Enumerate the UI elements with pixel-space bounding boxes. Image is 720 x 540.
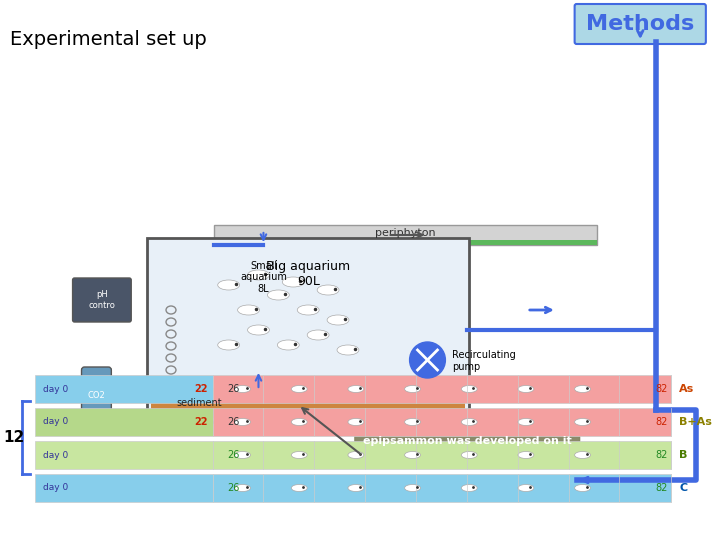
Ellipse shape [297,305,319,315]
Ellipse shape [248,270,269,280]
FancyBboxPatch shape [214,240,596,245]
Text: periphyton: periphyton [375,228,436,238]
Ellipse shape [462,484,477,491]
Ellipse shape [292,418,307,426]
FancyBboxPatch shape [355,425,580,459]
Text: 22: 22 [194,417,208,427]
Ellipse shape [348,451,364,458]
FancyBboxPatch shape [212,375,671,403]
Ellipse shape [462,451,477,458]
FancyBboxPatch shape [35,408,212,436]
FancyBboxPatch shape [73,278,131,322]
Text: 26: 26 [228,384,240,394]
FancyBboxPatch shape [575,4,706,44]
Text: 26: 26 [228,483,240,493]
Text: Small
aquarium
8L: Small aquarium 8L [240,261,287,294]
Text: pH
contro: pH contro [89,291,115,310]
Ellipse shape [405,484,420,491]
Text: 26: 26 [228,450,240,460]
Text: B: B [679,450,688,460]
Text: Recirculating
pump: Recirculating pump [452,350,516,372]
Ellipse shape [462,418,477,426]
Text: 82: 82 [656,483,668,493]
Ellipse shape [235,451,251,458]
Ellipse shape [518,418,534,426]
Ellipse shape [235,484,251,491]
Ellipse shape [348,386,364,393]
Text: sediment: sediment [176,398,222,408]
Ellipse shape [327,315,349,325]
Text: As: As [679,384,694,394]
Text: day 0: day 0 [42,483,68,492]
Ellipse shape [267,290,289,300]
FancyBboxPatch shape [35,375,212,403]
Ellipse shape [238,305,259,315]
Ellipse shape [575,451,590,458]
Text: day 0: day 0 [42,450,68,460]
Ellipse shape [292,484,307,491]
FancyBboxPatch shape [212,441,671,469]
Ellipse shape [575,484,590,491]
Ellipse shape [292,386,307,393]
Ellipse shape [292,451,307,458]
Ellipse shape [337,345,359,355]
Text: Big aquarium
90L: Big aquarium 90L [266,260,350,288]
Circle shape [410,342,446,378]
Text: day 0: day 0 [42,384,68,394]
Text: epipsammon was developed on it: epipsammon was developed on it [363,436,572,446]
Text: 22: 22 [194,384,208,394]
Ellipse shape [235,418,251,426]
FancyBboxPatch shape [212,474,671,502]
Ellipse shape [307,330,329,340]
Ellipse shape [282,277,305,287]
FancyBboxPatch shape [206,245,214,315]
Text: C: C [679,483,687,493]
Ellipse shape [248,325,269,335]
Text: 82: 82 [656,384,668,394]
Ellipse shape [518,484,534,491]
Text: Experimental set up: Experimental set up [10,30,207,49]
Ellipse shape [575,418,590,426]
Ellipse shape [217,280,240,290]
Ellipse shape [405,418,420,426]
FancyBboxPatch shape [147,238,469,422]
Ellipse shape [575,386,590,393]
Ellipse shape [405,451,420,458]
Text: 26: 26 [228,417,240,427]
Ellipse shape [217,340,240,350]
Text: 12: 12 [4,430,24,445]
Ellipse shape [405,386,420,393]
Text: B+As: B+As [679,417,712,427]
FancyBboxPatch shape [212,243,315,312]
Ellipse shape [277,340,300,350]
FancyBboxPatch shape [81,367,112,418]
Ellipse shape [462,386,477,393]
FancyBboxPatch shape [35,441,212,469]
Ellipse shape [317,285,339,295]
Text: CO2: CO2 [88,390,105,400]
FancyBboxPatch shape [212,408,671,436]
FancyBboxPatch shape [214,225,596,245]
Text: 82: 82 [656,417,668,427]
Ellipse shape [518,386,534,393]
Text: day 0: day 0 [42,417,68,427]
Ellipse shape [348,418,364,426]
Ellipse shape [235,386,251,393]
Text: 82: 82 [656,450,668,460]
FancyBboxPatch shape [35,474,212,502]
Ellipse shape [518,451,534,458]
FancyBboxPatch shape [151,388,465,418]
Text: Methods: Methods [586,14,694,34]
Ellipse shape [348,484,364,491]
